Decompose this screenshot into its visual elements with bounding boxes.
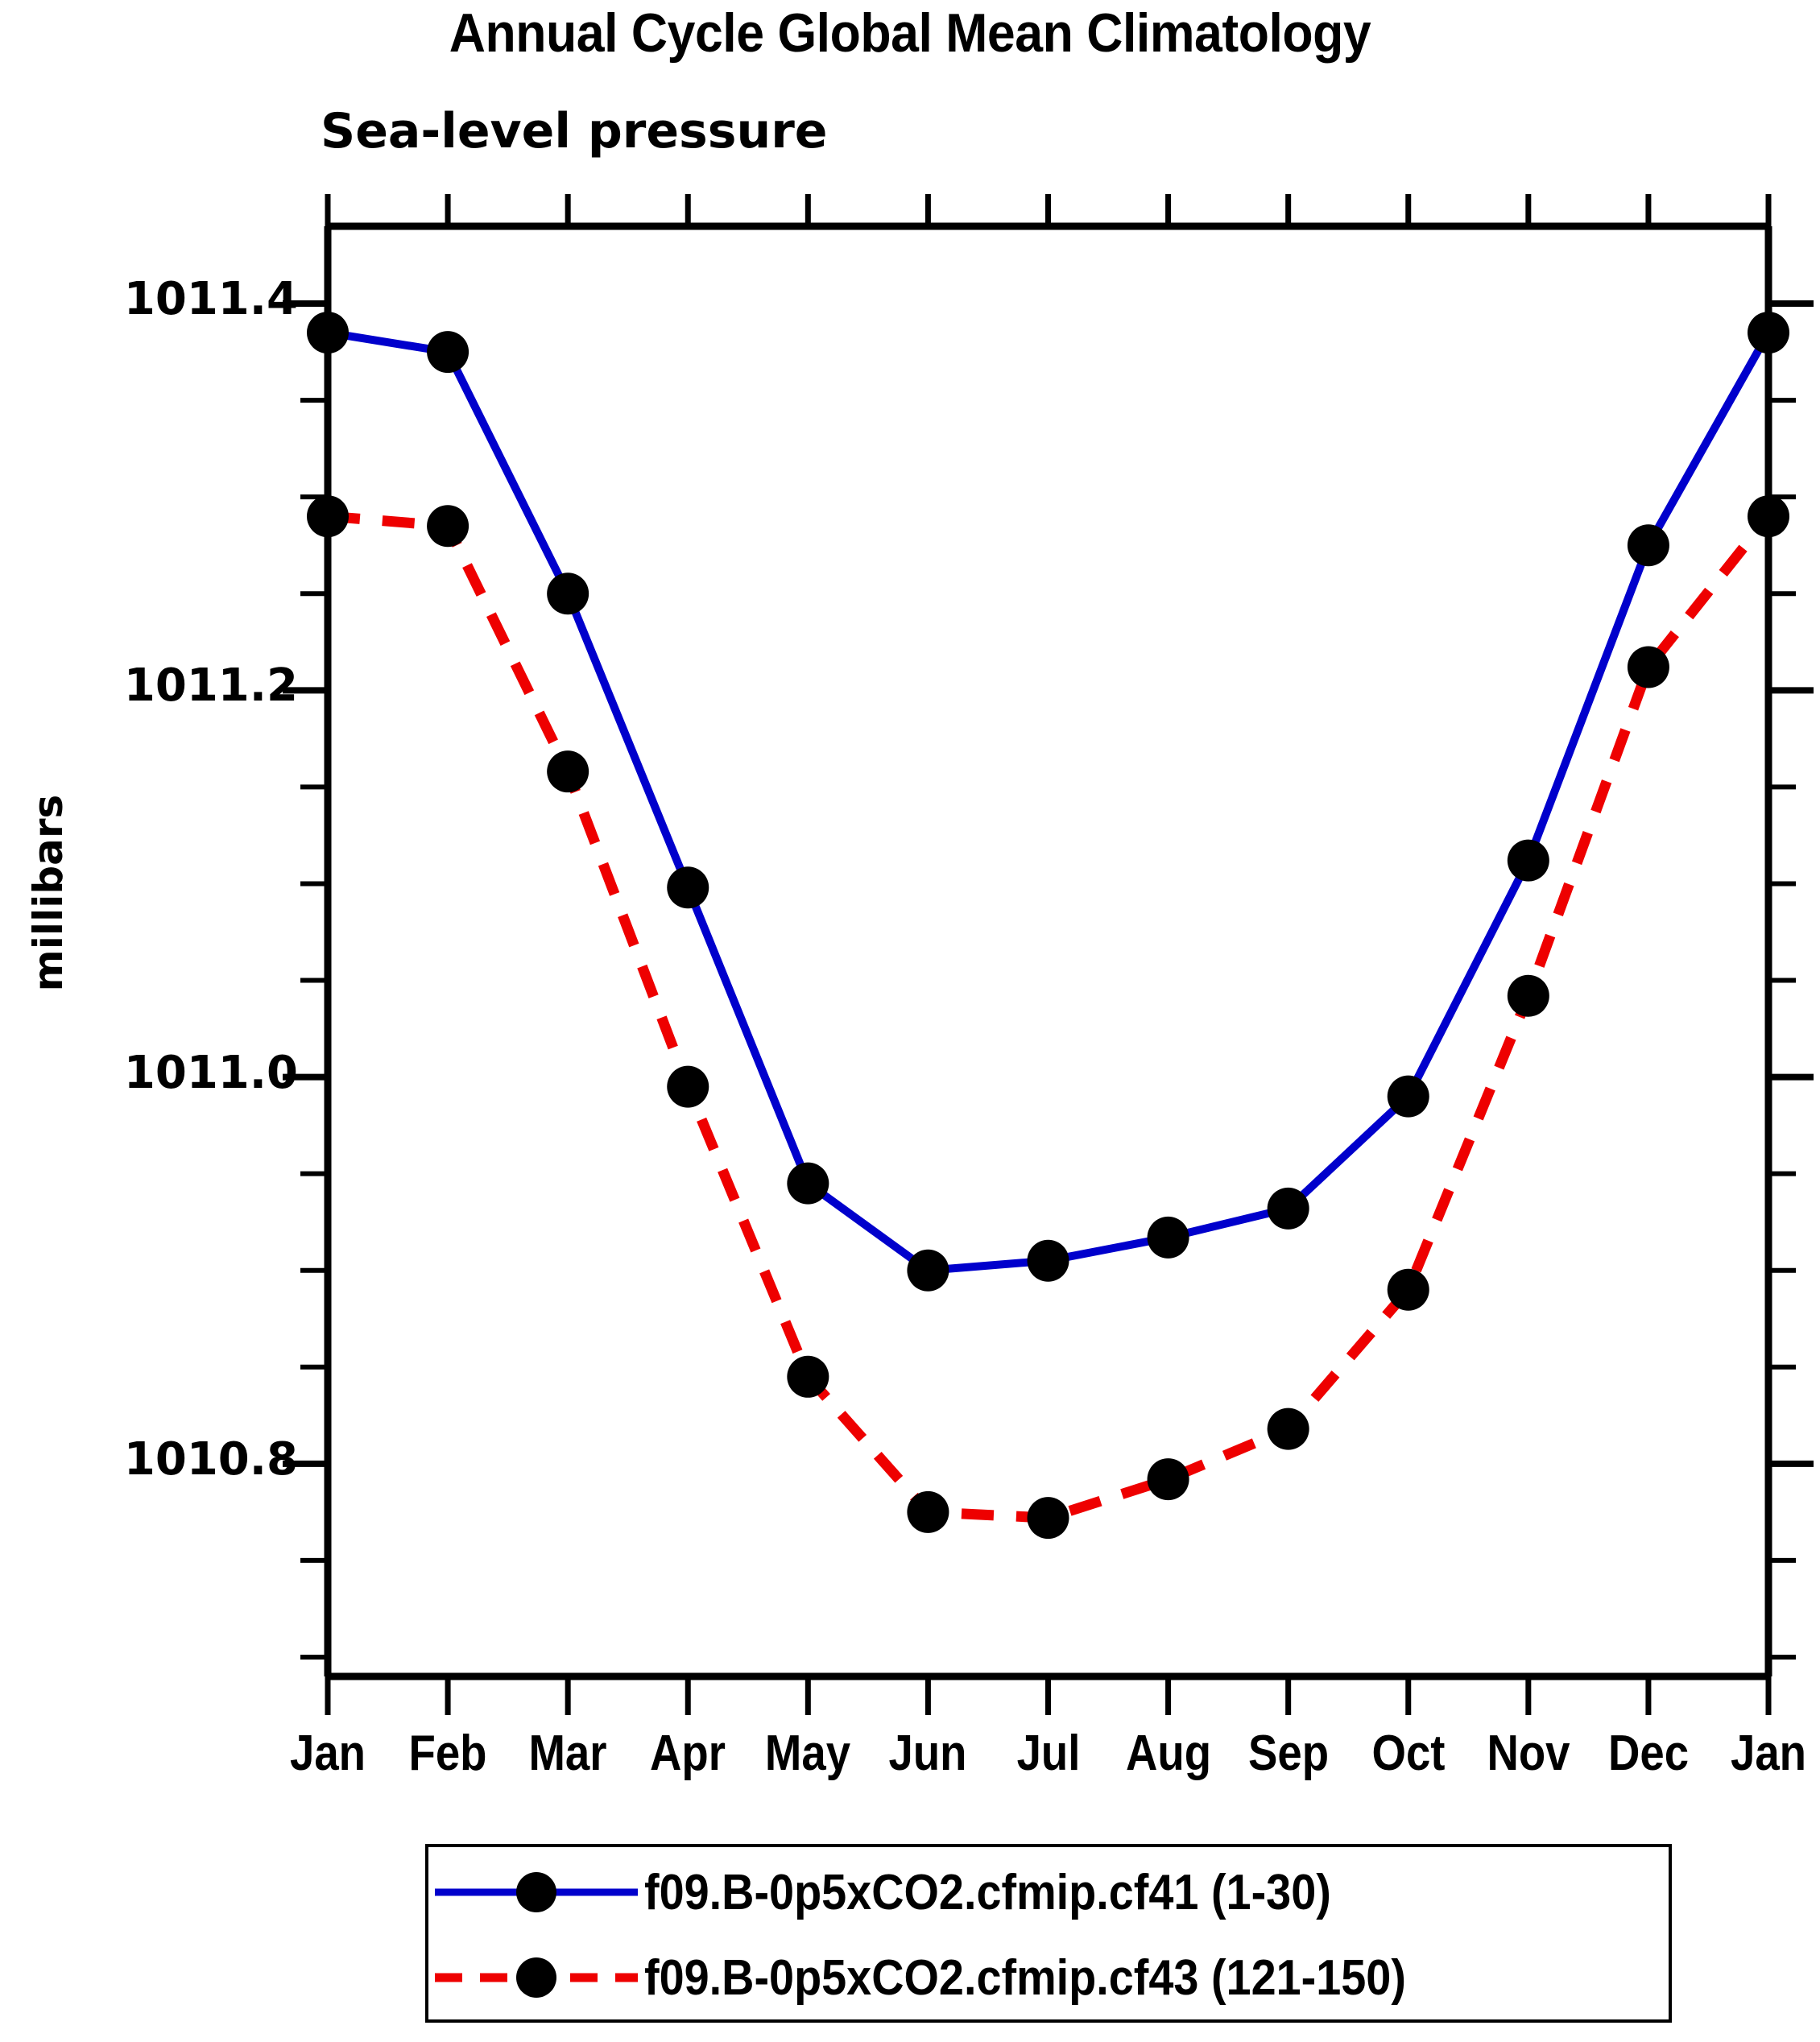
data-point <box>1147 1216 1189 1259</box>
x-tick-label: Mar <box>528 1726 607 1781</box>
data-point <box>1507 839 1549 882</box>
x-tick-label: Aug <box>1125 1726 1211 1781</box>
x-tick-label: Sep <box>1247 1726 1329 1781</box>
series-line-1 <box>327 510 1773 1523</box>
data-point <box>1748 312 1789 354</box>
data-point <box>1387 1268 1429 1311</box>
data-point <box>1267 1187 1309 1230</box>
chart-subtitle: Sea-level pressure <box>321 103 828 159</box>
data-point <box>1027 1239 1069 1282</box>
legend-entry-1: f09.B-0p5xCO2.cfmip.cf43 (121-150) <box>428 1937 1675 2018</box>
y-tick-label: 1011.2 <box>123 659 298 713</box>
x-tick-label: Jun <box>888 1726 967 1781</box>
data-point <box>787 1162 829 1205</box>
data-point <box>427 331 469 374</box>
x-tick-label: Apr <box>650 1726 726 1781</box>
data-point <box>667 1065 709 1108</box>
data-point <box>907 1249 949 1292</box>
series-line-0 <box>327 329 1772 1275</box>
x-tick-label: Jul <box>1016 1726 1080 1781</box>
legend-label-0: f09.B-0p5xCO2.cfmip.cf41 (1-30) <box>644 1864 1331 1920</box>
legend-line-sample-0 <box>428 1868 644 1916</box>
legend-line-sample-1 <box>428 1953 644 2002</box>
data-point <box>1147 1458 1189 1501</box>
data-point <box>307 495 349 538</box>
y-tick-label: 1011.4 <box>123 273 298 326</box>
legend: f09.B-0p5xCO2.cfmip.cf41 (1-30) f09.B-0p… <box>425 1844 1672 2023</box>
x-tick-label: Feb <box>408 1726 487 1781</box>
x-tick-label: Nov <box>1487 1726 1570 1781</box>
x-tick-label: Jan <box>289 1726 366 1781</box>
data-point <box>1387 1075 1429 1118</box>
data-point <box>1627 524 1669 567</box>
x-tick-label: Jan <box>1730 1726 1807 1781</box>
data-point <box>1627 646 1669 688</box>
x-tick-label: Oct <box>1371 1726 1446 1781</box>
data-point <box>667 866 709 909</box>
y-tick-label: 1011.0 <box>123 1046 298 1099</box>
data-point <box>1027 1497 1069 1540</box>
data-point <box>1267 1407 1309 1450</box>
data-point <box>1748 495 1789 538</box>
legend-label-1: f09.B-0p5xCO2.cfmip.cf43 (121-150) <box>644 1949 1406 2006</box>
chart-title: Annual Cycle Global Mean Climatology <box>449 2 1371 64</box>
data-point <box>907 1490 949 1533</box>
data-point <box>1507 974 1549 1017</box>
data-point <box>787 1355 829 1398</box>
data-point <box>547 573 589 615</box>
data-point <box>307 312 349 354</box>
legend-entry-0: f09.B-0p5xCO2.cfmip.cf41 (1-30) <box>428 1852 1675 1932</box>
x-tick-label: Dec <box>1607 1726 1689 1781</box>
data-point <box>427 505 469 548</box>
x-tick-label: May <box>765 1726 851 1781</box>
y-tick-label: 1010.8 <box>123 1432 298 1486</box>
data-point <box>547 750 589 793</box>
